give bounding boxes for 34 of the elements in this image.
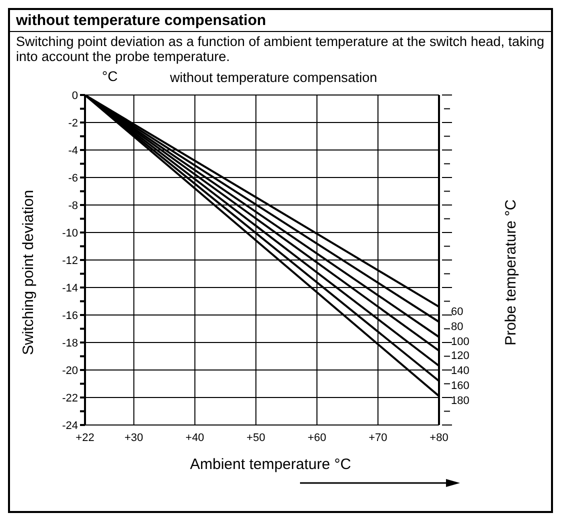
legend-label: 60	[451, 305, 464, 318]
legend-label: 140	[451, 364, 470, 377]
x-tick-label: +70	[368, 431, 388, 444]
y-tick-label: -14	[62, 282, 78, 294]
y-tick-label: -12	[62, 254, 78, 267]
legend-label: 100	[451, 336, 470, 348]
y-tick-label: -8	[68, 200, 78, 212]
text: °C	[102, 68, 118, 84]
x-axis-title: Ambient temperature °C	[190, 456, 352, 473]
legend-label: 180	[451, 394, 470, 407]
y-tick-label: -6	[68, 172, 78, 184]
y-tick-label: -18	[62, 337, 78, 350]
y-axis-title: Switching point deviation	[20, 190, 38, 356]
text: without temperature compensation	[170, 70, 378, 85]
y-tick-label: -22	[62, 392, 78, 404]
x-tick-label: +50	[246, 431, 266, 444]
y-tick-label: -10	[62, 227, 78, 240]
x-tick-label: +80	[430, 431, 448, 444]
legend-title: Probe temperature °C	[502, 200, 520, 346]
x-tick-label: +60	[308, 431, 326, 444]
y-tick-label: 0	[72, 90, 78, 102]
y-tick-label: -24	[62, 420, 78, 432]
x-tick-label: +40	[186, 431, 204, 444]
y-tick-label: -2	[68, 117, 78, 130]
legend-label: 160	[451, 380, 470, 392]
chart-title: without temperature compensation	[10, 10, 551, 32]
y-tick-label: -20	[62, 364, 78, 377]
legend-label: 80	[451, 320, 464, 333]
chart-subtitle: Switching point deviation as a function of ambient temperature at the switch head, taking into account the probe temperature.	[15, 33, 546, 66]
y-tick-label: -4	[68, 144, 78, 157]
x-tick-label: +22	[76, 431, 94, 444]
y-tick-label: -16	[62, 310, 78, 322]
legend-label: 120	[451, 349, 470, 362]
x-tick-label: +30	[124, 431, 144, 444]
